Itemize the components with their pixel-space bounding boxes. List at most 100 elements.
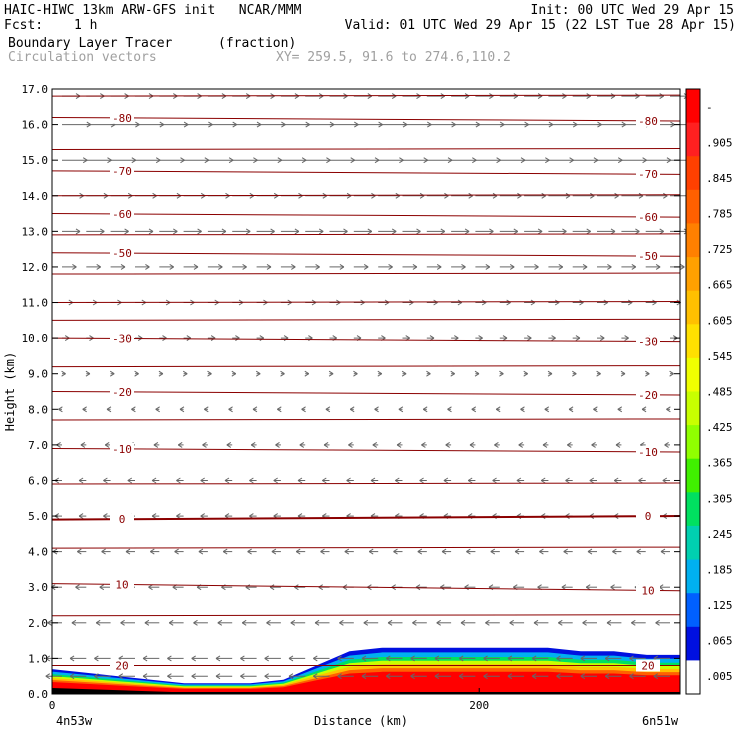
wind-vector-head	[499, 370, 504, 377]
wind-vector-head	[617, 406, 623, 413]
left-endpoint-label: 4n53w	[56, 714, 93, 728]
wind-vector-head	[645, 370, 650, 377]
contour-label-bg	[110, 578, 134, 591]
wind-vector-head	[537, 228, 543, 235]
colorbar-label: .845	[706, 172, 733, 185]
wind-vector-head	[447, 406, 452, 413]
wind-vector-head	[680, 263, 685, 270]
temperature-contour	[51, 170, 681, 175]
wind-vector-head	[75, 228, 81, 235]
colorbar-segment	[686, 89, 700, 124]
wind-vector-head	[586, 228, 591, 235]
wind-vector-head	[131, 406, 136, 413]
wind-vector-head	[520, 406, 525, 413]
wind-vector-head	[464, 228, 470, 235]
wind-vector-head	[328, 370, 334, 377]
wind-vector-head	[270, 228, 275, 235]
y-tick-label: 16.0	[22, 119, 49, 132]
wind-vector-head	[469, 441, 475, 448]
colorbar-label: .785	[706, 208, 733, 221]
wind-vector-head	[69, 655, 75, 662]
wind-vector-head	[215, 655, 221, 662]
wind-vector-head	[313, 673, 318, 680]
colorbar-label: .005	[706, 670, 733, 683]
wind-vector-head	[398, 406, 404, 413]
wind-vector-head	[518, 441, 523, 448]
wind-vector-head	[228, 406, 233, 413]
wind-vector-head	[315, 263, 320, 270]
wind-vector-head	[507, 673, 513, 680]
wind-vector-head	[96, 263, 101, 270]
wind-vector-head	[638, 477, 643, 484]
wind-vector-head	[624, 335, 629, 342]
field-units: (fraction)	[218, 36, 297, 51]
y-axis-label: Height (km)	[3, 352, 17, 431]
wind-vector-head	[191, 655, 196, 662]
wind-vector-head	[615, 441, 621, 448]
contour-label-bg	[636, 114, 660, 127]
wind-vector-head	[240, 655, 245, 662]
wind-vector-head	[343, 228, 348, 235]
wind-vector-head	[434, 673, 440, 680]
wind-vector-head	[99, 584, 105, 591]
wind-vector-head	[426, 370, 431, 377]
contour-label: 10	[115, 578, 128, 591]
colorbar-segment	[686, 290, 700, 325]
wind-vector-head	[142, 673, 148, 680]
contour-label: -70	[638, 168, 658, 181]
wind-vector-head	[495, 406, 501, 413]
colorbar-label: .125	[706, 599, 733, 612]
wind-vector-head	[118, 673, 124, 680]
wind-vector-head	[558, 619, 563, 626]
wind-vector-head	[445, 441, 450, 448]
wind-vector-head	[494, 441, 499, 448]
wind-vector-head	[388, 263, 393, 270]
wind-vector-head	[297, 477, 303, 484]
contour-label: 20	[641, 660, 654, 673]
wind-vector-head	[337, 655, 342, 662]
isotherm-line	[51, 94, 681, 97]
wind-vector-head	[599, 335, 605, 342]
wind-vector-head	[631, 619, 636, 626]
x-tick-label: 0	[49, 699, 56, 712]
wind-vector-head	[582, 263, 588, 270]
y-tick-label: 13.0	[22, 225, 49, 238]
wind-vector-head	[544, 406, 550, 413]
wind-vector-head	[666, 406, 671, 413]
wind-vector-head	[636, 548, 641, 555]
wind-vector-head	[322, 477, 327, 484]
wind-vector-head	[45, 655, 51, 662]
wind-vector-head	[568, 406, 574, 413]
wind-vector-head	[441, 548, 447, 555]
wind-vector-head	[513, 228, 519, 235]
wind-vector-head	[275, 441, 280, 448]
wind-vector-head	[266, 619, 271, 626]
temperature-contour	[51, 515, 681, 521]
wind-vector-head	[509, 263, 515, 270]
plot-frame	[51, 88, 681, 695]
wind-vector-head	[563, 548, 568, 555]
wind-vector-head	[280, 370, 285, 377]
wind-vector-head	[221, 228, 227, 235]
wind-vector-head	[82, 406, 87, 413]
colorbar-label: .545	[706, 350, 733, 363]
wind-vector-head	[374, 406, 379, 413]
wind-vector-head	[173, 228, 178, 235]
wind-vector-head	[127, 477, 133, 484]
wind-vector-head	[177, 441, 183, 448]
wind-vector-head	[339, 619, 344, 626]
colorbar-label: .425	[706, 421, 733, 434]
isotherm-line	[51, 318, 681, 321]
wind-vector-head	[393, 548, 398, 555]
wind-vector-head	[660, 548, 666, 555]
x-tick-label: 200	[469, 699, 489, 712]
y-tick-label: 2.0	[28, 617, 48, 630]
wind-vector-head	[514, 548, 520, 555]
wind-vector-head	[109, 370, 115, 377]
wind-vector-head	[144, 619, 150, 626]
colorbar-label: .665	[706, 279, 733, 292]
wind-vector-head	[151, 477, 157, 484]
wind-vector-head	[460, 619, 466, 626]
wind-vector-head	[176, 477, 181, 484]
